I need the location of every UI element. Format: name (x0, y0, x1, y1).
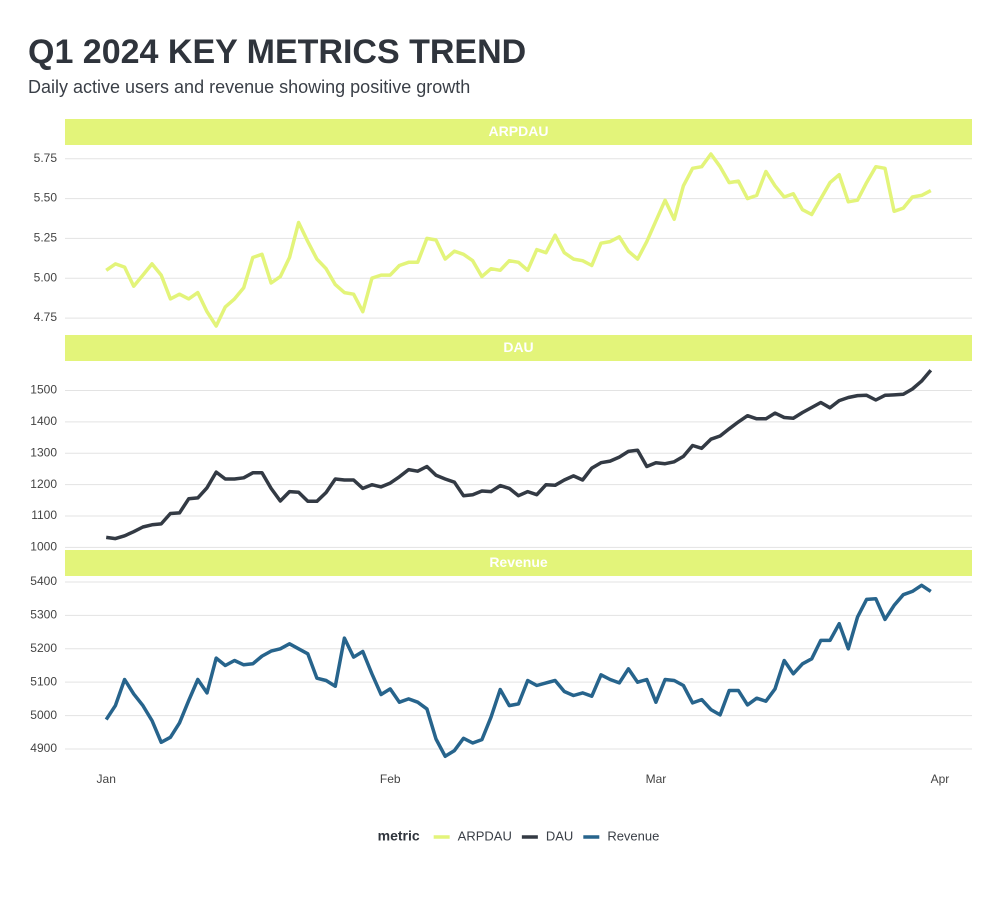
legend-label: Revenue (607, 828, 659, 843)
x-tick-label: Mar (646, 772, 667, 786)
legend-label: DAU (546, 828, 573, 843)
line (105, 369, 933, 541)
y-tick-label: 1300 (30, 445, 57, 459)
facet-strip (65, 335, 972, 361)
chart-subtitle: Daily active users and revenue showing p… (28, 77, 470, 97)
y-tick-label: 1100 (31, 508, 57, 522)
y-tick-label: 1400 (30, 414, 57, 428)
y-tick-label: 1200 (30, 477, 57, 491)
facet-label: Revenue (489, 554, 548, 570)
facet-label: DAU (503, 339, 533, 355)
y-tick-label: 5.25 (34, 231, 58, 245)
legend-title: metric (378, 828, 420, 844)
y-tick-label: 5000 (30, 708, 57, 722)
y-tick-label: 4.75 (34, 310, 58, 324)
y-tick-label: 5.50 (34, 191, 58, 205)
chart-title: Q1 2024 KEY METRICS TREND (28, 33, 526, 71)
x-tick-label: Jan (97, 772, 116, 786)
x-tick-label: Apr (931, 772, 950, 786)
line (105, 152, 932, 328)
facet-label: ARPDAU (489, 123, 549, 139)
y-tick-label: 5300 (30, 608, 57, 622)
legend-label: ARPDAU (458, 828, 512, 843)
y-tick-label: 1500 (30, 383, 57, 397)
y-tick-label: 5400 (30, 574, 57, 588)
y-tick-label: 1000 (30, 540, 57, 554)
line (104, 583, 932, 759)
facet-strip (65, 550, 972, 576)
y-tick-label: 5200 (30, 641, 57, 655)
y-tick-label: 5100 (30, 674, 57, 688)
x-tick-label: Feb (380, 772, 401, 786)
y-tick-label: 5.75 (34, 151, 58, 165)
y-tick-label: 5.00 (34, 270, 58, 284)
y-tick-label: 4900 (30, 741, 57, 755)
facet-strip (65, 119, 972, 145)
